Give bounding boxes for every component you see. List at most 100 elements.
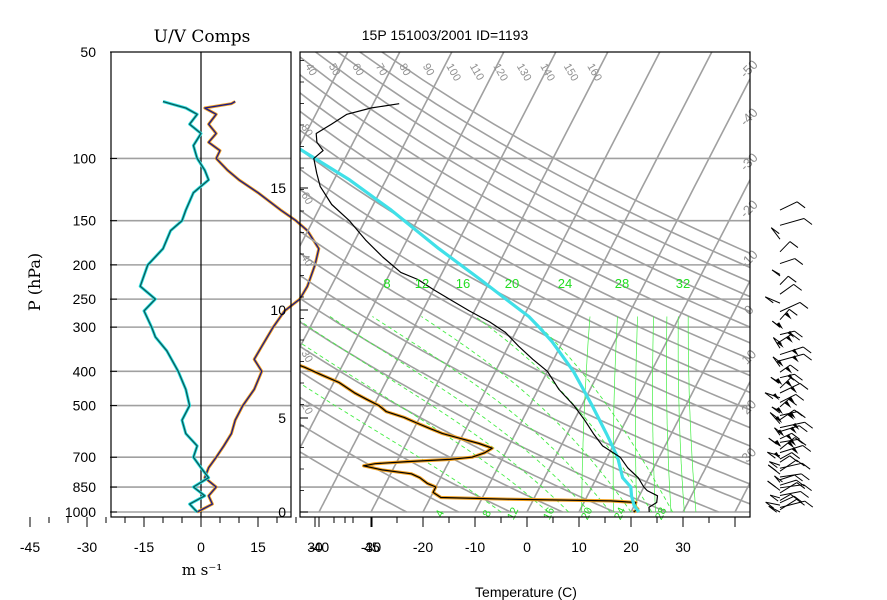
wind-barb xyxy=(779,462,811,470)
moist-adiabat-label: 8 xyxy=(481,508,494,519)
uv-u-line xyxy=(196,100,320,513)
skewt-dry-adiabat xyxy=(300,450,407,513)
wind-barb xyxy=(779,459,805,472)
uv-ytick-label: 150 xyxy=(73,213,97,229)
wind-barbs xyxy=(764,201,814,513)
wind-barb xyxy=(779,382,809,394)
wind-barb xyxy=(779,398,797,409)
mixing-ratio-label: 12 xyxy=(415,276,429,291)
wind-barb xyxy=(779,333,800,343)
wind-barb xyxy=(779,411,806,419)
skewt-mixing-line xyxy=(581,316,591,512)
wind-barb xyxy=(779,308,798,320)
skewt-dry-adiabat xyxy=(300,274,750,505)
uv-ytick-label: 300 xyxy=(73,319,97,335)
uv-xtick-label: 30 xyxy=(307,539,323,555)
uv-xtick-label: 15 xyxy=(250,539,266,555)
uv-ytick-label: 700 xyxy=(73,449,97,465)
uv-xtick-label: -30 xyxy=(77,539,97,555)
wind-barb xyxy=(765,501,781,509)
wind-barb xyxy=(779,283,802,295)
wind-barb xyxy=(779,275,797,285)
uv-xtick-label: -45 xyxy=(20,539,40,555)
uv-yaxis-label: P (hPa) xyxy=(25,253,44,311)
skewt-isotherm xyxy=(682,380,750,513)
uv-xaxis-label: m s⁻¹ xyxy=(182,561,223,579)
wind-barb xyxy=(772,356,784,367)
wind-barb xyxy=(779,201,806,211)
skewt-moist-adiabat xyxy=(474,316,653,513)
skewt-mixing-line xyxy=(666,316,672,513)
wind-barb xyxy=(779,353,812,363)
wind-barb xyxy=(779,421,814,430)
wind-barb xyxy=(779,438,807,446)
skewt-xtick-label: -30 xyxy=(361,539,381,555)
moist-adiabat-label: 12 xyxy=(505,506,521,522)
theta-label: 90 xyxy=(420,62,437,79)
wind-barb xyxy=(779,493,799,501)
wind-barb xyxy=(779,495,803,504)
wind-barb xyxy=(779,346,812,356)
skewt-isotherm xyxy=(300,52,505,450)
wind-barb xyxy=(764,392,781,401)
parcel-line xyxy=(300,147,641,513)
skewt-isotherm xyxy=(370,52,609,513)
skewt-frame xyxy=(299,51,751,518)
skewt-moist-adiabat xyxy=(329,316,590,513)
skewt-xtick-label: -10 xyxy=(465,539,485,555)
temperature-line xyxy=(313,103,659,513)
wind-barb xyxy=(779,258,804,265)
skewt-dry-adiabat xyxy=(300,188,750,429)
skewt-mixing-line xyxy=(677,316,685,513)
wind-barb xyxy=(769,412,783,425)
mixing-ratio-label: 28 xyxy=(615,276,629,291)
wind-barb xyxy=(779,452,801,460)
dry-adiabat-label: 40 xyxy=(298,252,315,269)
skewt-dry-adiabat xyxy=(300,297,719,513)
skewt-dry-adiabat xyxy=(315,52,750,298)
wind-barb xyxy=(779,484,812,492)
wind-barb xyxy=(767,480,781,491)
wind-barb xyxy=(771,406,783,415)
uv-ytick-label: 500 xyxy=(73,398,97,414)
wind-barb xyxy=(779,479,805,487)
wind-barb xyxy=(774,427,785,437)
uv-title: U/V Comps xyxy=(154,27,251,47)
skewt-dry-adiabat xyxy=(300,168,750,411)
theta-label: 60 xyxy=(349,62,366,79)
mixing-ratio-label: 32 xyxy=(676,276,690,291)
height-tick-label: 0 xyxy=(278,504,286,520)
wind-barb xyxy=(772,337,784,349)
skewt-dry-adiabat xyxy=(300,110,750,360)
skewt-dry-adiabat xyxy=(300,209,750,447)
uv-ytick-label: 100 xyxy=(73,150,97,166)
skewt-dry-adiabat xyxy=(300,252,750,485)
skewt-dry-adiabat xyxy=(300,396,511,513)
theta-label: 70 xyxy=(373,62,390,79)
skewt-moist-adiabat xyxy=(372,316,611,513)
wind-barb xyxy=(774,475,783,483)
skewt-xaxis-label: Temperature (C) xyxy=(475,584,577,600)
wind-barb xyxy=(779,364,799,374)
skewt-title: 15P 151003/2001 ID=1193 xyxy=(362,27,529,43)
wind-barb xyxy=(779,241,799,253)
wind-barb xyxy=(779,482,806,494)
height-tick-label: 15 xyxy=(270,180,286,196)
skewt-isotherm xyxy=(300,52,453,349)
dewpoint-line xyxy=(300,364,639,513)
uv-ytick-label: 850 xyxy=(73,479,97,495)
wind-barb xyxy=(764,296,781,304)
uv-v-line xyxy=(139,100,210,513)
wind-barb xyxy=(768,505,781,513)
dry-adiabat-label: 60 xyxy=(298,190,315,207)
mixing-ratio-label: 20 xyxy=(505,276,519,291)
skewt-dry-adiabat xyxy=(300,148,750,394)
wind-barb xyxy=(767,464,781,475)
uv-xtick-label: 0 xyxy=(197,539,205,555)
skewt-isotherm xyxy=(734,481,750,513)
skewt-dry-adiabat xyxy=(300,423,459,513)
skewt-dry-adiabat xyxy=(337,52,750,283)
wind-barb xyxy=(779,393,805,404)
skewt-dry-adiabat xyxy=(300,129,750,377)
